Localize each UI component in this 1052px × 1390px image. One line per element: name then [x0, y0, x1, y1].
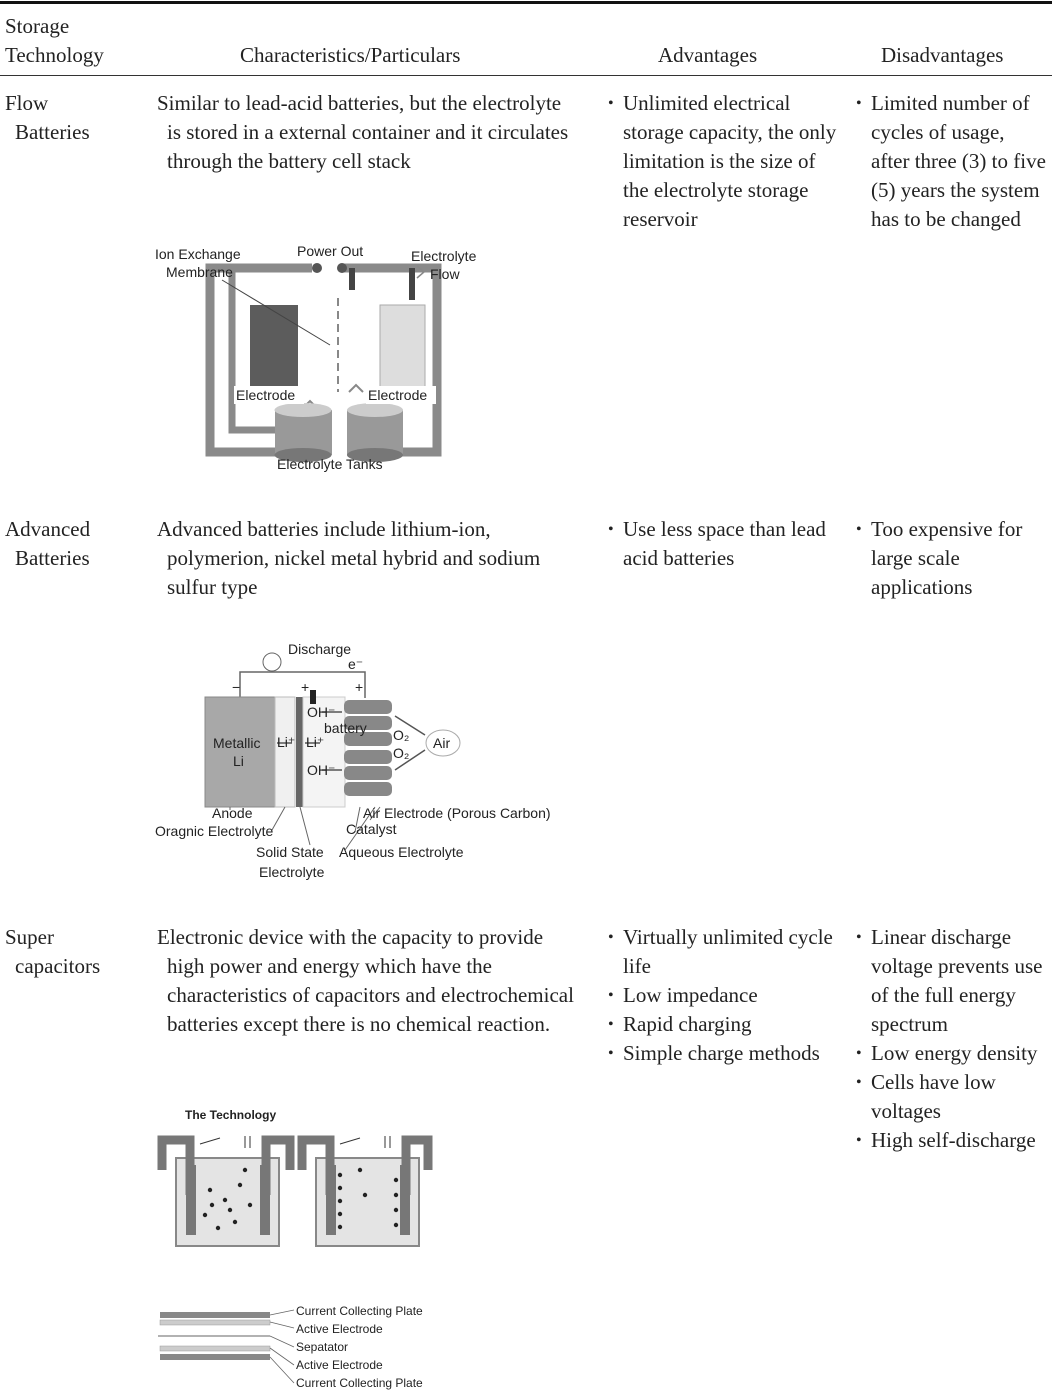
figure-label: Ion Exchange [155, 246, 241, 262]
figure-label: Active Electrode [296, 1358, 383, 1372]
figure-label: Current Collecting Plate [296, 1376, 423, 1390]
advantages: Use less space than lead acid batteries [608, 515, 845, 573]
figure-label: Aqueous Electrolyte [339, 844, 464, 860]
disadvantage: Too expensive for large scale applicatio… [856, 515, 1048, 602]
figure-label: − [232, 679, 240, 695]
characteristics: Electronic device with the capacity to p… [157, 925, 574, 1036]
header-cell: Storage Technology [5, 14, 104, 67]
figure-label: Li [233, 753, 244, 769]
figure-label: OH⁻ [307, 704, 335, 720]
figure-label: Metallic [213, 735, 260, 751]
figure-label: Anode [212, 805, 253, 821]
figure-label: + [301, 679, 309, 695]
disadvantage: Limited number of cycles of usage, after… [856, 89, 1048, 234]
figure-label: Li⁺ [277, 734, 295, 750]
figure-label: Air Electrode (Porous Carbon) [363, 805, 551, 821]
characteristics: Advanced batteries include lithium-ion, … [157, 517, 541, 599]
advantage: Virtually unlimited cycle life [608, 923, 845, 981]
technology: Super capacitors [5, 925, 101, 978]
figure-title: The Technology [185, 1108, 276, 1122]
figure-label: Electrolyte [411, 248, 477, 264]
figure-label: Sepatator [296, 1340, 348, 1354]
figure-label: battery [324, 720, 367, 736]
figure-label: Electrolyte Tanks [277, 456, 383, 472]
disadvantage: Low energy density [856, 1039, 1048, 1068]
header-cell: Characteristics/Particulars [240, 43, 461, 67]
disadvantage: Linear discharge voltage prevents use of… [856, 923, 1048, 1039]
figure-label: Air [433, 735, 450, 751]
figure-label: Active Electrode [296, 1322, 383, 1336]
figure-label: Current Collecting Plate [296, 1304, 423, 1318]
figure-label: Electrolyte [259, 864, 325, 880]
figure-label: O₂ [393, 727, 409, 743]
figure-label: Membrane [166, 264, 233, 280]
header-cell: Advantages [658, 43, 758, 67]
header-rule [0, 75, 1052, 76]
advantage: Simple charge methods [608, 1039, 845, 1068]
advantages: Virtually unlimited cycle life Low imped… [608, 923, 845, 1068]
figure-label: Oragnic Electrolyte [155, 823, 273, 839]
figure-label: Li⁺ [306, 734, 324, 750]
disadvantage: Cells have low voltages [856, 1068, 1048, 1126]
supercapacitor-figure: The Technology Current Collecting Plate … [157, 1108, 433, 1390]
figure-label: Catalyst [346, 821, 397, 837]
figure-label: Solid State [256, 844, 324, 860]
advantages: Unlimited electrical storage capacity, t… [608, 89, 845, 234]
figure-label: Power Out [297, 243, 363, 259]
lithium-air-figure: Discharge e⁻ − + + OH⁻ battery Metallic … [155, 641, 551, 880]
figure-label: OH⁻ [307, 762, 335, 778]
figure-label: O₂ [393, 745, 409, 761]
figure-label: Electrode [368, 387, 427, 403]
technology: Flow Batteries [5, 91, 90, 144]
characteristics: Similar to lead-acid batteries, but the … [157, 91, 569, 173]
figure-label: + [355, 679, 363, 695]
figure-label: Flow [430, 266, 460, 282]
advantage: Unlimited electrical storage capacity, t… [608, 89, 845, 234]
flow-battery-figure: Ion Exchange Membrane Power Out Electrol… [155, 243, 477, 472]
top-rule [0, 1, 1052, 4]
advantage: Use less space than lead acid batteries [608, 515, 845, 573]
figure-label: e⁻ [348, 656, 363, 672]
disadvantages: Linear discharge voltage prevents use of… [856, 923, 1048, 1155]
disadvantages: Limited number of cycles of usage, after… [856, 89, 1048, 234]
advantage: Low impedance [608, 981, 845, 1010]
header-cell: Disadvantages [881, 43, 1004, 67]
advantage: Rapid charging [608, 1010, 845, 1039]
figure-label: Electrode [236, 387, 295, 403]
figure-label: Discharge [288, 641, 351, 657]
disadvantage: High self-discharge [856, 1126, 1048, 1155]
disadvantages: Too expensive for large scale applicatio… [856, 515, 1048, 602]
technology: Advanced Batteries [5, 517, 91, 570]
